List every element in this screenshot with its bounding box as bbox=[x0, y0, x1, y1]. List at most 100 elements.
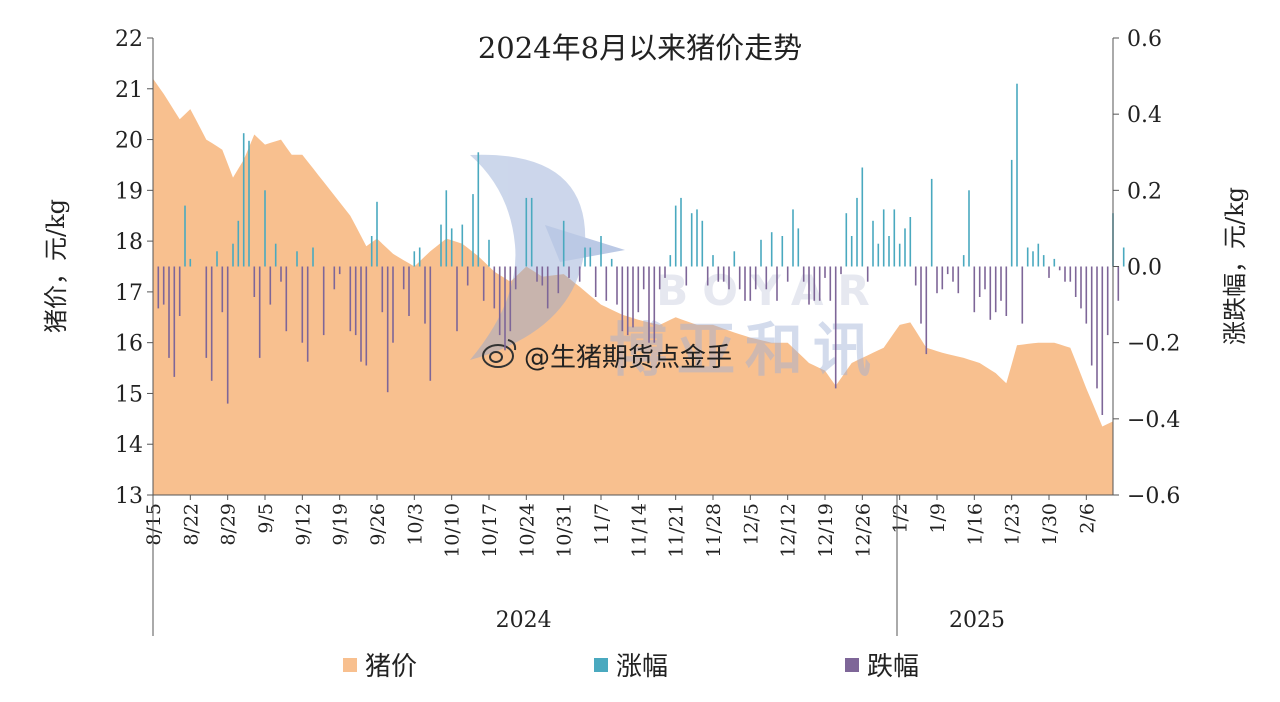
right-tick-label: −0.6 bbox=[1127, 484, 1180, 509]
fall-bar bbox=[360, 266, 362, 362]
fall-bar bbox=[946, 266, 949, 275]
rise-bar bbox=[232, 243, 234, 267]
right-tick-label: 0.2 bbox=[1127, 179, 1162, 204]
fall-bar bbox=[306, 266, 309, 362]
left-tick-label: 21 bbox=[115, 78, 143, 103]
x-tick-label: 2/6 bbox=[1076, 503, 1098, 534]
x-tick-label: 12/26 bbox=[852, 503, 874, 558]
x-tick-label: 9/26 bbox=[367, 503, 389, 546]
x-tick-label: 1/16 bbox=[964, 503, 986, 546]
fall-bar bbox=[840, 266, 842, 275]
rise-bar bbox=[450, 228, 453, 267]
rise-bar bbox=[530, 197, 533, 267]
x-tick-label: 11/14 bbox=[628, 503, 650, 558]
x-tick-label: 10/31 bbox=[554, 503, 576, 558]
rise-bar bbox=[248, 140, 250, 267]
left-axis-title: 猪价，元/kg bbox=[42, 199, 70, 333]
axes: 13 14 15 16 17 18 19 20 21 22 −0.6 −0.4 −0.2 0.0 0.2 0.… bbox=[42, 27, 1249, 636]
fall-bar bbox=[925, 266, 928, 355]
fall-bar bbox=[749, 266, 752, 301]
change-bars-layer bbox=[157, 83, 1125, 415]
fall-bar bbox=[210, 266, 213, 381]
left-tick-label: 14 bbox=[115, 433, 143, 458]
left-tick-label: 22 bbox=[115, 27, 143, 52]
logo-beak bbox=[545, 225, 625, 262]
right-tick-label: 0.4 bbox=[1127, 103, 1162, 128]
fall-bar bbox=[1080, 266, 1082, 309]
fall-bar bbox=[818, 266, 821, 301]
weibo-icon-wave bbox=[507, 339, 517, 351]
fall-bar bbox=[402, 266, 405, 290]
fall-bar bbox=[616, 266, 618, 305]
fall-bar bbox=[722, 266, 725, 282]
fall-bar bbox=[738, 266, 741, 290]
rise-bar bbox=[792, 209, 794, 267]
right-tick-label: −0.2 bbox=[1127, 332, 1180, 357]
x-tick-label: 8/29 bbox=[218, 503, 240, 546]
rise-bar bbox=[968, 190, 970, 267]
rise-bar bbox=[893, 209, 896, 267]
fall-bar bbox=[1000, 266, 1002, 301]
fall-bar bbox=[744, 266, 746, 301]
fall-bar bbox=[168, 266, 170, 358]
fall-bar bbox=[456, 266, 458, 332]
rise-bar bbox=[242, 133, 245, 267]
fall-bar bbox=[301, 266, 304, 343]
fall-bar bbox=[1106, 266, 1109, 336]
fall-bar bbox=[658, 266, 661, 290]
x-tick-label: 1/2 bbox=[890, 503, 912, 534]
rise-bar bbox=[856, 197, 858, 267]
rise-bar bbox=[760, 239, 762, 267]
x-tick-label: 9/19 bbox=[330, 503, 352, 546]
x-tick-label: 8/15 bbox=[143, 503, 165, 546]
fall-bar bbox=[936, 266, 938, 294]
fall-bar bbox=[354, 266, 357, 336]
x-tick-label: 11/7 bbox=[591, 503, 613, 546]
rise-bar bbox=[440, 224, 442, 267]
rise-bar bbox=[312, 247, 314, 267]
fall-bar bbox=[754, 266, 757, 290]
rise-bar bbox=[600, 236, 602, 267]
rise-bar bbox=[477, 152, 480, 267]
fall-bar bbox=[994, 266, 997, 313]
fall-bar bbox=[824, 266, 826, 278]
x-tick-label: 1/9 bbox=[927, 503, 949, 534]
x-tick-label: 12/12 bbox=[778, 503, 800, 558]
rise-bar bbox=[589, 247, 592, 267]
x-tick-label: 10/3 bbox=[404, 503, 426, 546]
rise-bar bbox=[797, 228, 800, 267]
rise-bar bbox=[1010, 159, 1013, 267]
rise-bar bbox=[274, 243, 277, 267]
fall-bar bbox=[829, 266, 832, 301]
fall-bar bbox=[1096, 266, 1098, 389]
fall-bar bbox=[1117, 266, 1120, 301]
fall-bar bbox=[637, 266, 640, 313]
fall-bar bbox=[408, 266, 410, 316]
fall-bar bbox=[1064, 266, 1066, 282]
rise-bar bbox=[872, 220, 874, 267]
rise-bar bbox=[264, 190, 266, 267]
legend: 猪价 涨幅 跌幅 bbox=[343, 652, 919, 682]
rise-bar bbox=[898, 243, 901, 267]
fall-bar bbox=[605, 266, 608, 301]
rise-bar bbox=[770, 232, 773, 267]
chart-title: 2024年8月以来猪价走势 bbox=[478, 31, 802, 65]
rise-bar bbox=[909, 217, 912, 267]
rise-bar bbox=[1037, 243, 1040, 267]
rise-bar bbox=[962, 255, 965, 267]
x-tick-label: 10/24 bbox=[516, 503, 538, 558]
fall-bar bbox=[802, 266, 805, 282]
fall-bar bbox=[1101, 266, 1104, 415]
fall-bar bbox=[664, 266, 666, 278]
fall-bar bbox=[786, 266, 789, 282]
fall-bar bbox=[578, 266, 581, 282]
x-tick-label: 8/22 bbox=[180, 503, 202, 546]
rise-bar bbox=[674, 205, 677, 267]
rise-bar bbox=[930, 178, 933, 267]
legend-rise-label: 涨幅 bbox=[616, 652, 668, 682]
watermark-cn: 博亚和讯 bbox=[609, 316, 881, 384]
fall-bar bbox=[157, 266, 160, 309]
rise-bar bbox=[472, 194, 474, 267]
fall-bar bbox=[813, 266, 816, 301]
